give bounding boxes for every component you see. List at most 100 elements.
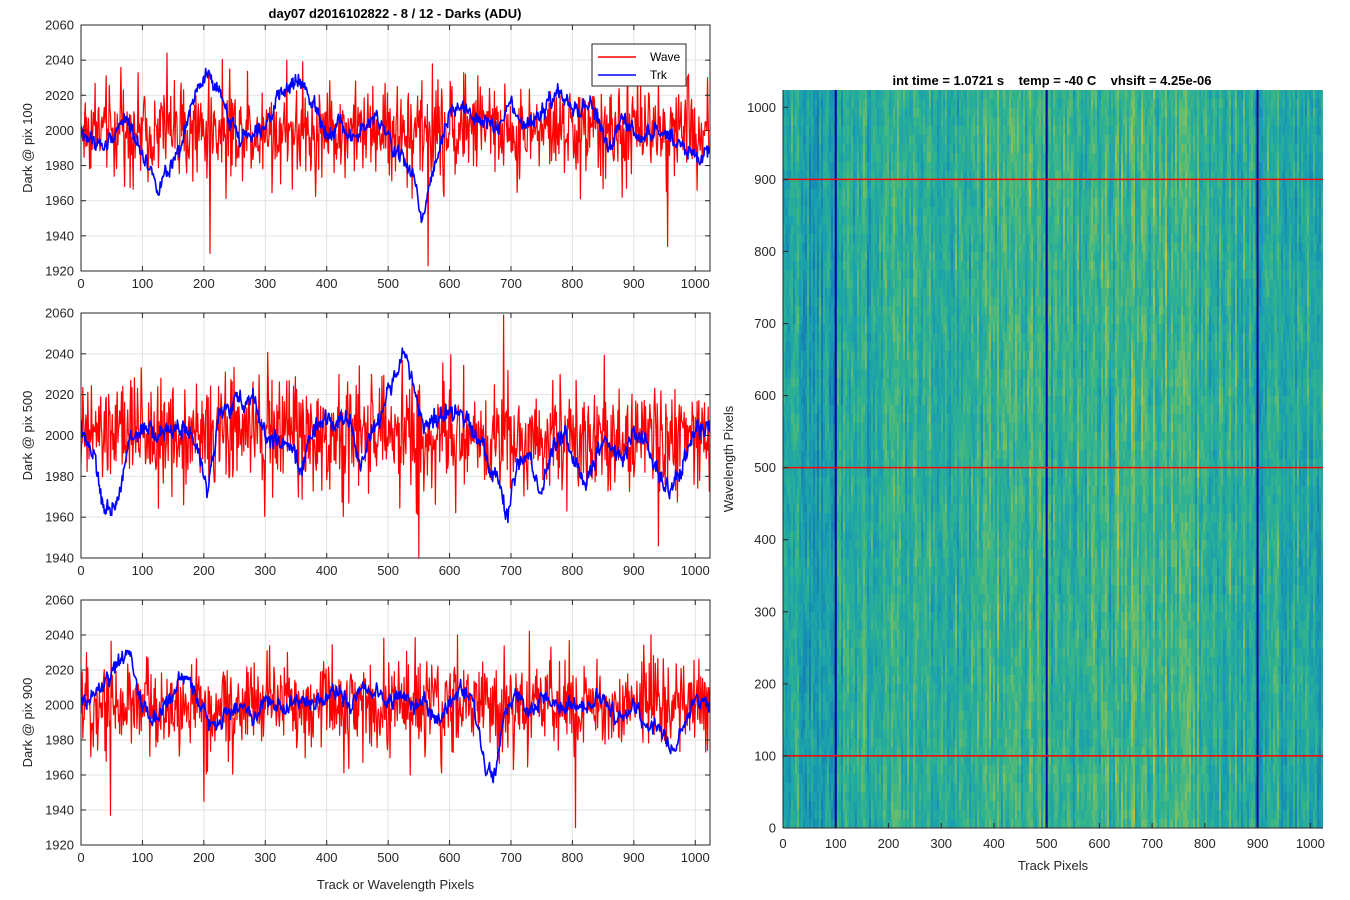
y-tick-label: 2060 (45, 18, 74, 33)
x-tick-label: 0 (779, 836, 786, 851)
y-tick-label: 300 (754, 604, 776, 619)
axes-frame (80, 24, 711, 272)
y-tick-label: 1960 (45, 193, 74, 208)
x-tick-label: 900 (623, 850, 645, 865)
x-tick-label: 300 (930, 836, 952, 851)
y-tick-label: 2060 (45, 306, 74, 321)
x-tick-label: 200 (193, 563, 215, 578)
y-tick-label: 2020 (45, 88, 74, 103)
x-tick-label: 0 (77, 850, 84, 865)
x-tick-label: 300 (254, 563, 276, 578)
series-line-trk (81, 347, 710, 524)
y-tick-label: 1960 (45, 768, 74, 783)
x-tick-label: 0 (77, 563, 84, 578)
x-tick-label: 200 (193, 276, 215, 291)
x-tick-label: 800 (562, 563, 584, 578)
x-tick-label: 700 (500, 850, 522, 865)
y-tick-label: 0 (769, 821, 776, 836)
x-tick-label: 500 (377, 563, 399, 578)
y-tick-label: 2020 (45, 663, 74, 678)
legend-box (591, 43, 687, 87)
x-tick-label: 1000 (1296, 836, 1325, 851)
y-tick-label: 1980 (45, 469, 74, 484)
x-tick-label: 700 (500, 563, 522, 578)
x-tick-label: 800 (1194, 836, 1216, 851)
figure-title: day07 d2016102822 - 8 / 12 - Darks (ADU) (269, 6, 522, 21)
x-tick-label: 500 (377, 850, 399, 865)
x-tick-label: 100 (132, 276, 154, 291)
y-tick-label: 2060 (45, 593, 74, 608)
y-tick-label: 600 (754, 388, 776, 403)
y-axis-label: Dark @ pix 100 (20, 103, 35, 193)
y-tick-label: 1920 (45, 264, 74, 279)
x-tick-label: 1000 (681, 850, 710, 865)
y-tick-label: 2020 (45, 387, 74, 402)
x-tick-label: 500 (377, 276, 399, 291)
y-tick-label: 1000 (747, 100, 776, 115)
chart-dark-pix500: 0 100 200 300 400 500 600 700 800 900 1000 1940 1960… (20, 306, 711, 578)
y-tick-label: 800 (754, 244, 776, 259)
x-tick-label: 900 (623, 563, 645, 578)
y-tick-label: 200 (754, 676, 776, 691)
x-tick-label: 700 (1141, 836, 1163, 851)
x-axis-label: Track or Wavelength Pixels (317, 877, 475, 892)
y-tick-label: 1980 (45, 733, 74, 748)
series-line-trk (81, 67, 710, 224)
y-tick-label: 2000 (45, 698, 74, 713)
y-tick-label: 500 (754, 460, 776, 475)
y-axis-label: Dark @ pix 500 (20, 391, 35, 481)
x-tick-label: 400 (316, 276, 338, 291)
x-tick-label: 400 (983, 836, 1005, 851)
legend-label-wave: Wave (650, 50, 681, 64)
x-axis-label: Track Pixels (1018, 858, 1089, 873)
x-tick-label: 800 (562, 276, 584, 291)
x-tick-label: 600 (439, 850, 461, 865)
y-tick-label: 900 (754, 172, 776, 187)
x-tick-label: 600 (1089, 836, 1111, 851)
x-tick-label: 1000 (681, 276, 710, 291)
y-axis-label: Wavelength Pixels (721, 405, 736, 512)
y-axis-label: Dark @ pix 900 (20, 678, 35, 768)
x-tick-label: 400 (316, 850, 338, 865)
y-tick-label: 2040 (45, 346, 74, 361)
series-line-wave (81, 314, 710, 558)
series-line-trk (81, 649, 710, 784)
x-tick-label: 300 (254, 276, 276, 291)
x-tick-label: 800 (562, 850, 584, 865)
legend-label-trk: Trk (650, 68, 668, 82)
y-tick-label: 1960 (45, 510, 74, 525)
chart-dark-pix900: 0 100 200 300 400 500 600 700 800 900 1000 1920 1940… (20, 593, 711, 892)
y-tick-label: 1940 (45, 551, 74, 566)
y-tick-label: 2000 (45, 428, 74, 443)
x-tick-label: 900 (623, 276, 645, 291)
x-tick-label: 700 (500, 276, 522, 291)
heatmap-chart: 0 100 200 300 400 500 600 700 800 900 1000 0 100 200 3… (721, 90, 1325, 873)
x-tick-label: 900 (1247, 836, 1269, 851)
x-tick-label: 200 (878, 836, 900, 851)
x-tick-label: 0 (77, 276, 84, 291)
x-tick-label: 400 (316, 563, 338, 578)
legend: Wave Trk (591, 43, 687, 87)
y-tick-label: 2040 (45, 53, 74, 68)
x-tick-label: 200 (193, 850, 215, 865)
x-tick-label: 600 (439, 276, 461, 291)
y-tick-label: 1980 (45, 158, 74, 173)
x-tick-label: 1000 (681, 563, 710, 578)
y-tick-label: 1940 (45, 228, 74, 243)
y-tick-label: 1940 (45, 803, 74, 818)
x-tick-label: 500 (1036, 836, 1058, 851)
y-tick-label: 2040 (45, 628, 74, 643)
axes-frame (80, 599, 711, 846)
y-tick-label: 100 (754, 748, 776, 763)
x-tick-label: 100 (825, 836, 847, 851)
y-tick-label: 1920 (45, 838, 74, 853)
y-tick-label: 400 (754, 532, 776, 547)
x-tick-label: 100 (132, 850, 154, 865)
y-tick-label: 2000 (45, 123, 74, 138)
y-tick-label: 700 (754, 316, 776, 331)
x-tick-label: 600 (439, 563, 461, 578)
series-line-wave (81, 630, 710, 829)
heatmap-title: int time = 1.0721 s temp = -40 C vhsift … (892, 73, 1211, 88)
x-tick-label: 300 (254, 850, 276, 865)
